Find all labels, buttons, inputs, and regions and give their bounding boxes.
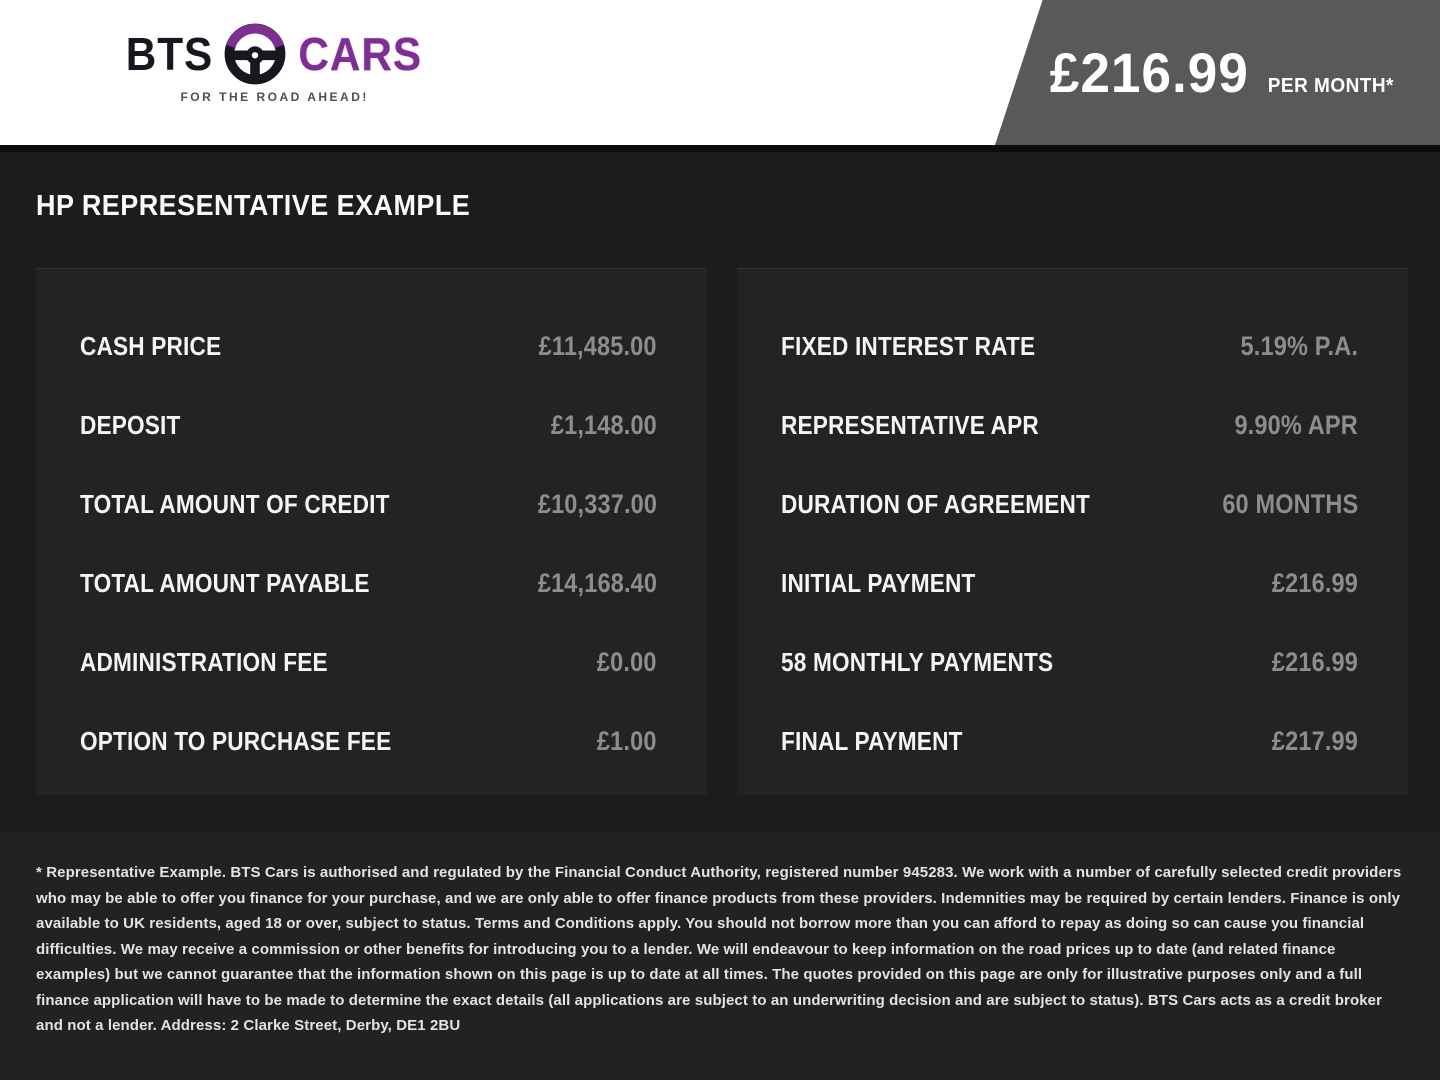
logo-tagline: FOR THE ROAD AHEAD!	[180, 90, 369, 104]
finance-row-label: FIXED INTEREST RATE	[781, 331, 1036, 361]
header: BTS CARS FOR THE ROAD AHEAD! £216.99 PER	[0, 0, 1440, 145]
finance-row: INITIAL PAYMENT £216.99	[781, 544, 1358, 623]
finance-row-label: 58 MONTHLY PAYMENTS	[781, 647, 1054, 677]
finance-row-value: £11,485.00	[538, 331, 657, 361]
finance-row-label: ADMINISTRATION FEE	[80, 647, 328, 677]
finance-row-label: INITIAL PAYMENT	[781, 568, 976, 598]
finance-row: 58 MONTHLY PAYMENTS £216.99	[781, 623, 1358, 702]
finance-row: TOTAL AMOUNT OF CREDIT £10,337.00	[80, 465, 657, 544]
finance-row-value: 5.19% P.A.	[1240, 331, 1358, 361]
finance-row: FINAL PAYMENT £217.99	[781, 702, 1358, 781]
finance-panel-left: CASH PRICE £11,485.00 DEPOSIT £1,148.00 …	[36, 268, 707, 795]
finance-row: REPRESENTATIVE APR 9.90% APR	[781, 386, 1358, 465]
finance-row: ADMINISTRATION FEE £0.00	[80, 623, 657, 702]
page-title: HP REPRESENTATIVE EXAMPLE	[36, 190, 471, 222]
finance-row-value: £216.99	[1271, 568, 1358, 598]
finance-row-value: £216.99	[1271, 647, 1358, 677]
finance-row: TOTAL AMOUNT PAYABLE £14,168.40	[80, 544, 657, 623]
finance-row-label: DEPOSIT	[80, 410, 181, 440]
header-shadow-divider	[0, 145, 1440, 152]
finance-row-label: DURATION OF AGREEMENT	[781, 489, 1091, 519]
finance-row-value: £10,337.00	[537, 489, 657, 519]
monthly-price-banner: £216.99 PER MONTH*	[995, 0, 1440, 145]
main-content: HP REPRESENTATIVE EXAMPLE CASH PRICE £11…	[0, 152, 1440, 832]
finance-row-value: £1,148.00	[550, 410, 657, 440]
finance-row-value: £14,168.40	[537, 568, 657, 598]
finance-row-value: £0.00	[597, 647, 657, 677]
finance-row-value: 60 MONTHS	[1221, 489, 1358, 519]
legal-disclaimer-text: * Representative Example. BTS Cars is au…	[36, 864, 1402, 1034]
monthly-price-period-label: PER MONTH*	[1268, 75, 1395, 97]
bts-cars-logo: BTS CARS FOR THE ROAD AHEAD!	[122, 22, 427, 104]
finance-row-label: REPRESENTATIVE APR	[781, 410, 1039, 440]
finance-row-label: OPTION TO PURCHASE FEE	[80, 726, 392, 756]
steering-wheel-icon	[223, 22, 287, 86]
finance-row: FIXED INTEREST RATE 5.19% P.A.	[781, 307, 1358, 386]
finance-row-value: £1.00	[597, 726, 657, 756]
finance-row-label: CASH PRICE	[80, 331, 222, 361]
finance-row-label: FINAL PAYMENT	[781, 726, 963, 756]
finance-row-value: £217.99	[1271, 726, 1358, 756]
finance-row-label: TOTAL AMOUNT OF CREDIT	[80, 489, 390, 519]
finance-row: DURATION OF AGREEMENT 60 MONTHS	[781, 465, 1358, 544]
finance-row: DEPOSIT £1,148.00	[80, 386, 657, 465]
logo-text-bts: BTS	[125, 28, 214, 80]
finance-row-value: 9.90% APR	[1234, 410, 1358, 440]
finance-row: CASH PRICE £11,485.00	[80, 307, 657, 386]
monthly-price-amount: £216.99	[1050, 41, 1250, 104]
finance-row-label: TOTAL AMOUNT PAYABLE	[80, 568, 370, 598]
logo-text-cars: CARS	[298, 28, 422, 80]
footer: * Representative Example. BTS Cars is au…	[0, 832, 1440, 1080]
finance-panel-right: FIXED INTEREST RATE 5.19% P.A. REPRESENT…	[737, 268, 1408, 795]
finance-row: OPTION TO PURCHASE FEE £1.00	[80, 702, 657, 781]
